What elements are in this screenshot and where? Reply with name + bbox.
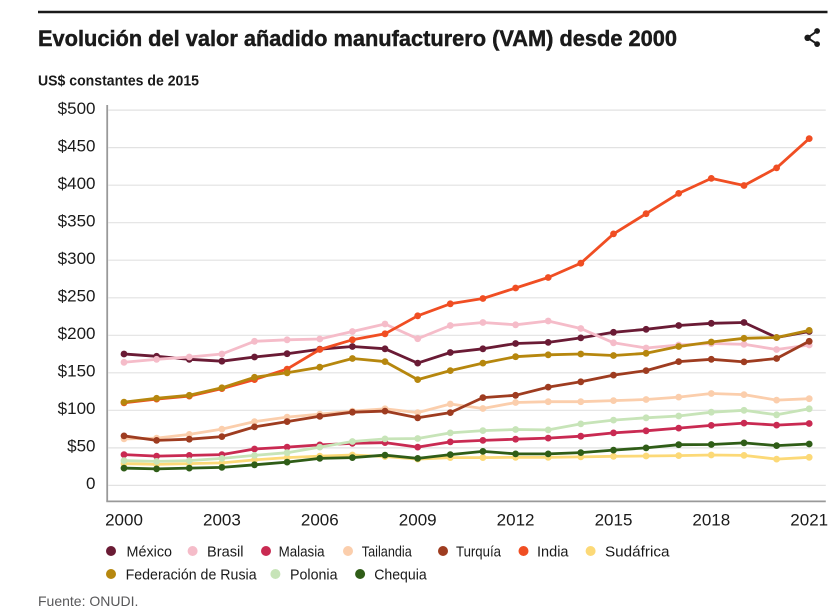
svg-text:$100: $100	[58, 399, 96, 418]
svg-text:2018: 2018	[692, 511, 730, 530]
svg-text:Chequia: Chequia	[374, 566, 427, 583]
svg-text:2015: 2015	[595, 511, 633, 530]
svg-text:$500: $500	[58, 99, 96, 118]
svg-text:$400: $400	[58, 174, 96, 193]
svg-text:2021: 2021	[790, 511, 828, 530]
svg-text:2003: 2003	[203, 511, 241, 530]
svg-text:$150: $150	[58, 362, 96, 381]
svg-text:Tailandia: Tailandia	[362, 543, 413, 560]
svg-text:0: 0	[86, 474, 95, 493]
svg-text:$350: $350	[58, 212, 96, 231]
svg-text:Malasia: Malasia	[279, 543, 326, 560]
svg-text:Fuente: ONUDI.: Fuente: ONUDI.	[38, 593, 138, 609]
svg-text:Evolución del valor añadido ma: Evolución del valor añadido manufacturer…	[38, 26, 677, 51]
svg-text:Sudáfrica: Sudáfrica	[605, 543, 670, 560]
svg-text:2006: 2006	[301, 511, 339, 530]
svg-text:$50: $50	[67, 437, 95, 456]
svg-text:$200: $200	[58, 324, 96, 343]
svg-text:2000: 2000	[105, 511, 143, 530]
svg-text:$250: $250	[58, 287, 96, 306]
svg-text:Polonia: Polonia	[290, 566, 338, 583]
svg-text:$300: $300	[58, 249, 96, 268]
svg-text:México: México	[127, 543, 173, 560]
svg-text:Turquía: Turquía	[456, 543, 502, 560]
svg-text:Brasil: Brasil	[207, 543, 244, 560]
svg-text:2009: 2009	[399, 511, 437, 530]
svg-text:$450: $450	[58, 136, 96, 155]
svg-text:India: India	[537, 543, 569, 560]
svg-text:Federación de Rusia: Federación de Rusia	[126, 566, 258, 583]
svg-text:US$ constantes de 2015: US$ constantes de 2015	[38, 74, 199, 90]
svg-text:2012: 2012	[497, 511, 535, 530]
